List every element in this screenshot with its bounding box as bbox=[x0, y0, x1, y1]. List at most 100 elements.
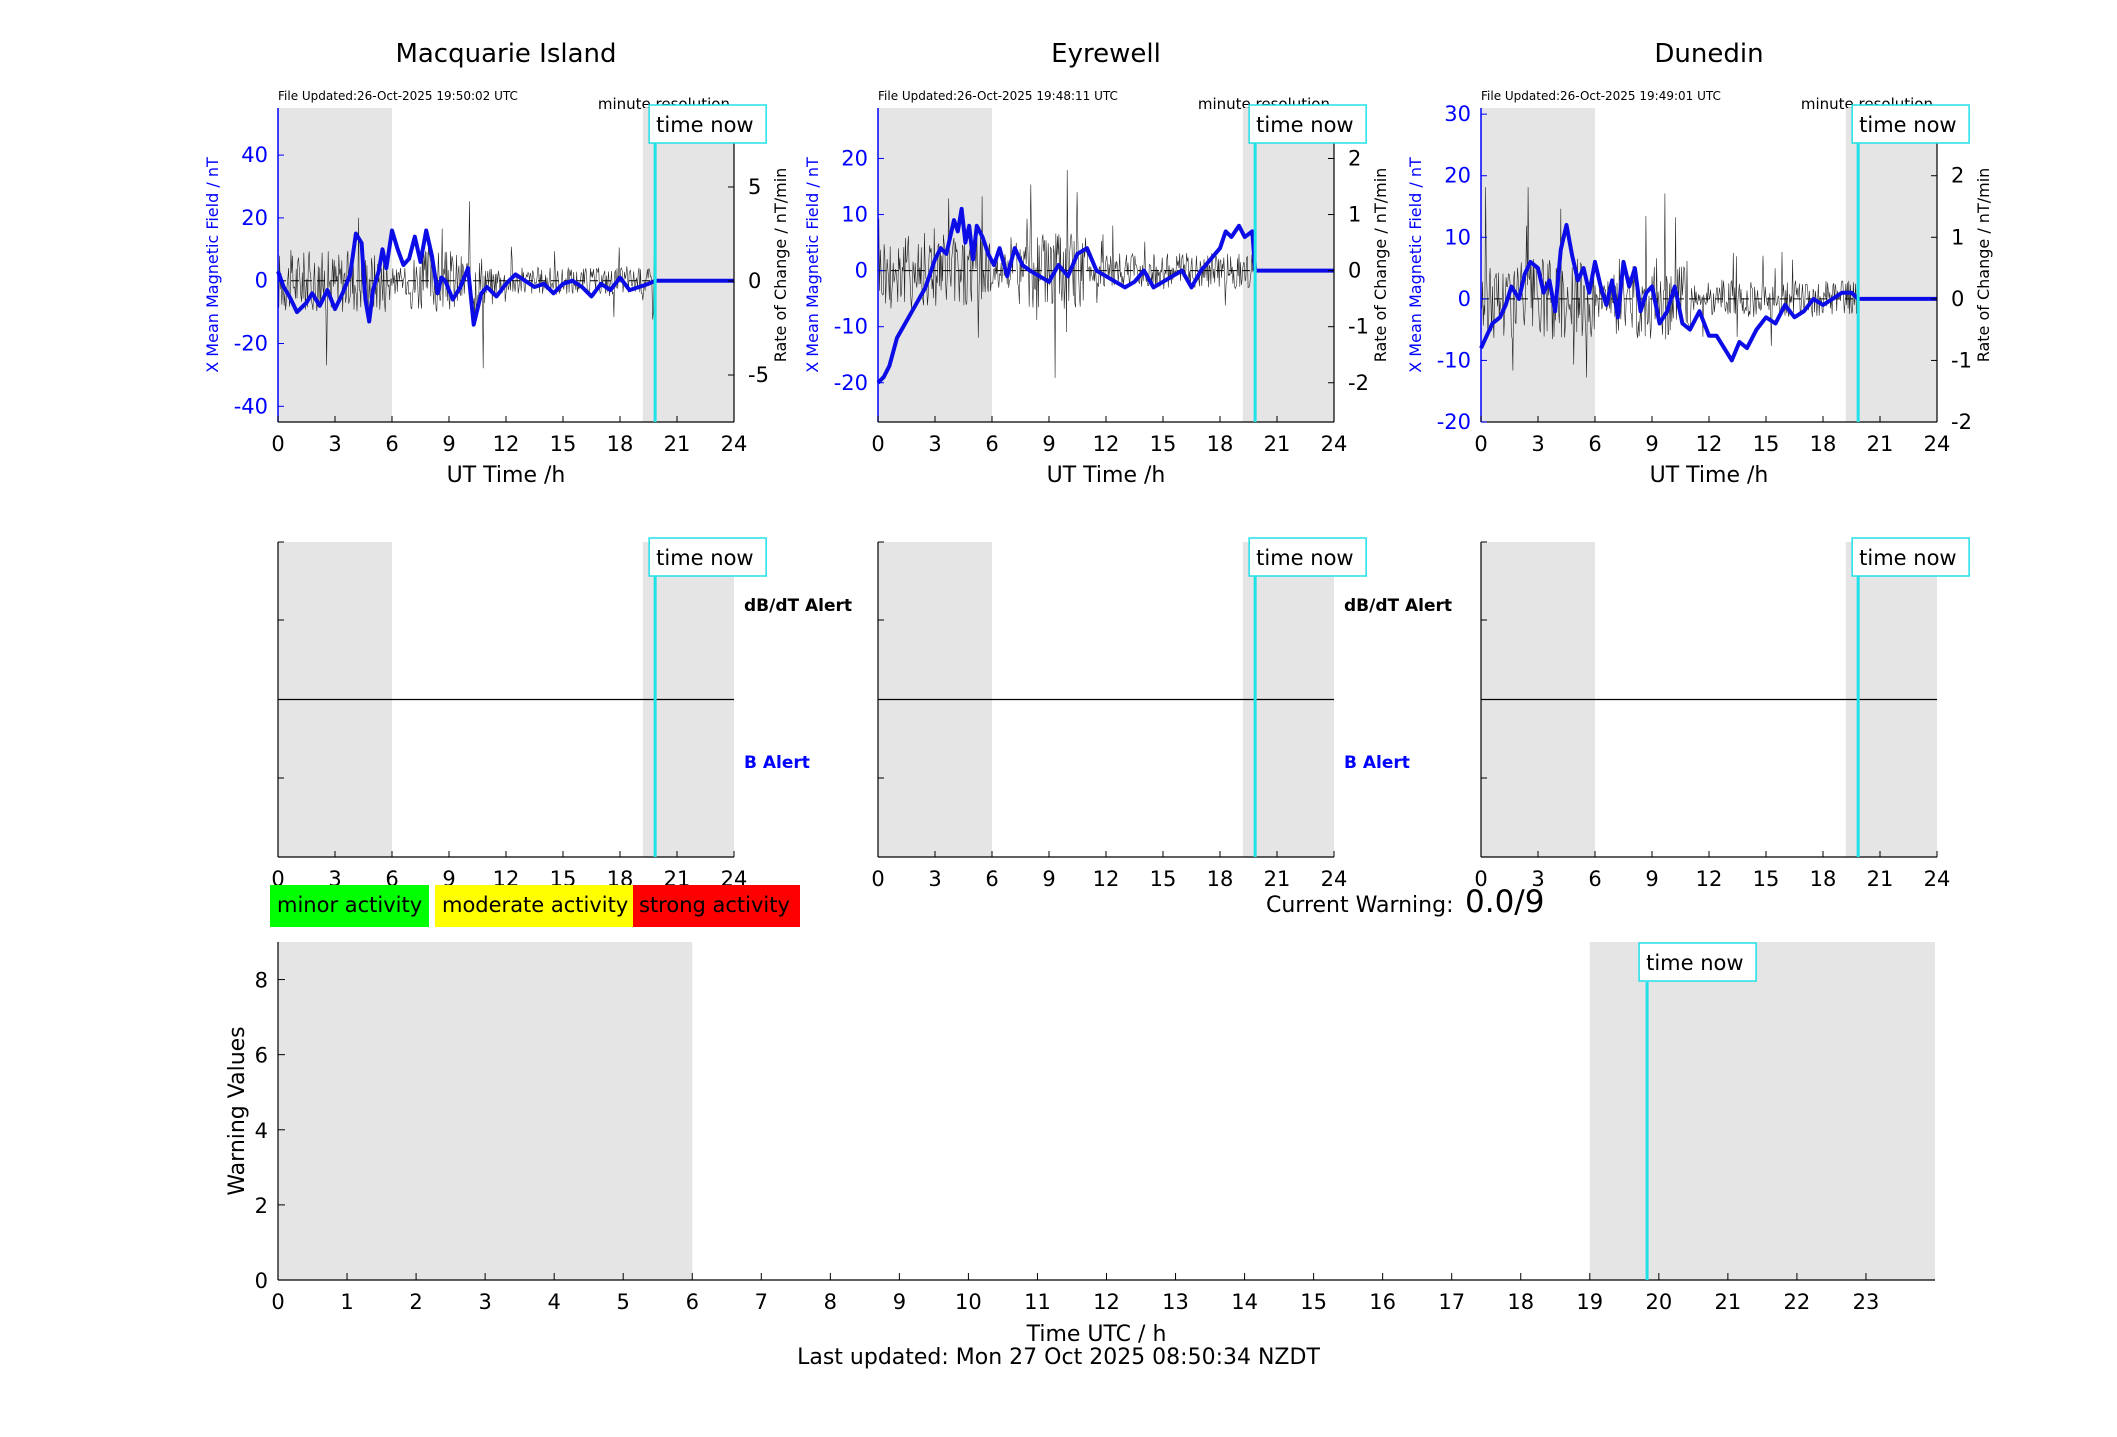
panel-2-y2tick-label-4: 2 bbox=[1348, 146, 1361, 170]
panel-1-file-updated: File Updated:26-Oct-2025 19:50:02 UTC bbox=[278, 89, 518, 103]
panel-1-shade-0 bbox=[278, 108, 392, 422]
warning-xtick-label-17: 17 bbox=[1438, 1290, 1465, 1314]
panel-1-ytick-label-1: -20 bbox=[234, 332, 268, 356]
warning-xtick-label-12: 12 bbox=[1093, 1290, 1120, 1314]
panel-2-xtick-label-2: 6 bbox=[985, 432, 998, 456]
alert-panel-3-xtick-label-1: 3 bbox=[1531, 867, 1544, 891]
warning-xtick-label-3: 3 bbox=[478, 1290, 491, 1314]
alert-panel-2-xtick-label-0: 0 bbox=[871, 867, 884, 891]
panel-2-x-label: UT Time /h bbox=[1047, 463, 1166, 488]
panel-3-xtick-label-5: 15 bbox=[1753, 432, 1780, 456]
alert-panel-2-xtick-label-5: 15 bbox=[1150, 867, 1177, 891]
alert-panel-3-time-now-box bbox=[1851, 537, 1970, 577]
alert-panel-3-xtick-label-2: 6 bbox=[1588, 867, 1601, 891]
panel-1-xtick-label-2: 6 bbox=[385, 432, 398, 456]
panel-2-xtick-label-6: 18 bbox=[1207, 432, 1234, 456]
panel-1-title: Macquarie Island bbox=[395, 39, 616, 69]
panel-3-y2-label: Rate of Change / nT/min bbox=[1974, 168, 1993, 363]
alert-panel-2-xtick-label-7: 21 bbox=[1264, 867, 1291, 891]
panel-2-ytick-label-4: 20 bbox=[841, 146, 868, 170]
panel-1-time-now-label: time now bbox=[656, 113, 753, 137]
alert-panel-2-time-now-box bbox=[1248, 537, 1367, 577]
panel-1-ytick-label-3: 20 bbox=[241, 206, 268, 230]
warning-time-now-box bbox=[1638, 942, 1757, 982]
legend-moderate-label: moderate activity bbox=[442, 893, 629, 917]
warning-y-label: Warning Values bbox=[225, 1026, 250, 1195]
warning-xtick-label-4: 4 bbox=[547, 1290, 560, 1314]
warning-ytick-label-4: 8 bbox=[255, 969, 268, 993]
panel-3-y2tick-label-1: -1 bbox=[1951, 348, 1972, 372]
alert-panel-2-xtick-label-1: 3 bbox=[928, 867, 941, 891]
panel-3-y2tick-label-2: 0 bbox=[1951, 287, 1964, 311]
panel-3-y2tick-label-4: 2 bbox=[1951, 164, 1964, 188]
warning-shade-1 bbox=[1589, 942, 1935, 1280]
warning-x-label: Time UTC / h bbox=[1026, 1322, 1167, 1347]
alert-panel-3-xtick-label-8: 24 bbox=[1924, 867, 1951, 891]
panel-3-xtick-label-0: 0 bbox=[1474, 432, 1487, 456]
panel-2-time-now-box bbox=[1248, 104, 1367, 144]
alert-panel-2-xtick-label-6: 18 bbox=[1207, 867, 1234, 891]
panel-3-title: Dunedin bbox=[1654, 39, 1763, 69]
panel-3-xtick-label-2: 6 bbox=[1588, 432, 1601, 456]
panel-1-y2tick-label-2: 5 bbox=[748, 175, 761, 199]
warning-xtick-label-20: 20 bbox=[1645, 1290, 1672, 1314]
panel-3-xtick-label-4: 12 bbox=[1696, 432, 1723, 456]
panel-3-shade-1 bbox=[1845, 108, 1937, 422]
panel-3-x-label: UT Time /h bbox=[1650, 463, 1769, 488]
warning-xtick-label-18: 18 bbox=[1507, 1290, 1534, 1314]
panel-1-y-label: X Mean Magnetic Field / nT bbox=[203, 157, 222, 373]
panel-2-y-label: X Mean Magnetic Field / nT bbox=[803, 157, 822, 373]
panel-3-ytick-label-2: 0 bbox=[1458, 287, 1471, 311]
warning-ytick-label-2: 4 bbox=[255, 1119, 268, 1143]
panel-2-xtick-label-4: 12 bbox=[1093, 432, 1120, 456]
alert-panel-2-b-alert-label: B Alert bbox=[1344, 753, 1410, 773]
warning-xtick-label-7: 7 bbox=[755, 1290, 768, 1314]
legend-strong-activity bbox=[633, 885, 800, 927]
panel-2-xtick-label-8: 24 bbox=[1321, 432, 1348, 456]
panel-1-xtick-label-5: 15 bbox=[550, 432, 577, 456]
panel-2-dbdt-trace bbox=[877, 169, 1256, 378]
legend-strong-label: strong activity bbox=[639, 893, 790, 917]
panel-1-x-label: UT Time /h bbox=[447, 463, 566, 488]
panel-3-time-now-label: time now bbox=[1859, 113, 1956, 137]
warning-xtick-label-0: 0 bbox=[271, 1290, 284, 1314]
panel-3-time-now-box bbox=[1851, 104, 1970, 144]
panel-3-xtick-label-8: 24 bbox=[1924, 432, 1951, 456]
warning-ytick-label-0: 0 bbox=[255, 1269, 268, 1293]
alert-panel-3-xtick-label-3: 9 bbox=[1645, 867, 1658, 891]
warning-xtick-label-10: 10 bbox=[955, 1290, 982, 1314]
alert-panel-2-xtick-label-8: 24 bbox=[1321, 867, 1348, 891]
alert-panel-2-dbdt-alert-label: dB/dT Alert bbox=[1344, 596, 1452, 616]
panel-1-xtick-label-7: 21 bbox=[664, 432, 691, 456]
alert-panel-2-time-now-label: time now bbox=[1256, 546, 1353, 570]
legend-moderate-activity bbox=[435, 885, 633, 927]
panel-2-shade-1 bbox=[1242, 108, 1334, 422]
panel-1-xtick-label-1: 3 bbox=[328, 432, 341, 456]
warning-xtick-label-8: 8 bbox=[824, 1290, 837, 1314]
warning-xtick-label-9: 9 bbox=[893, 1290, 906, 1314]
alert-panel-3-xtick-label-7: 21 bbox=[1867, 867, 1894, 891]
panel-3-xtick-label-3: 9 bbox=[1645, 432, 1658, 456]
panel-3-y2tick-label-3: 1 bbox=[1951, 225, 1964, 249]
panel-2-y2tick-label-3: 1 bbox=[1348, 203, 1361, 227]
panel-1-time-now-box bbox=[648, 104, 767, 144]
alert-panel-2-xtick-label-2: 6 bbox=[985, 867, 998, 891]
panel-2-ytick-label-1: -10 bbox=[834, 315, 868, 339]
panel-3-dbdt-trace bbox=[1480, 187, 1859, 378]
alert-panel-3-xtick-label-5: 15 bbox=[1753, 867, 1780, 891]
alert-panel-3-time-now-label: time now bbox=[1859, 546, 1956, 570]
legend-minor-label: minor activity bbox=[277, 893, 423, 917]
last-updated-text: Last updated: Mon 27 Oct 2025 08:50:34 N… bbox=[797, 1345, 1320, 1370]
panel-2-ytick-label-2: 0 bbox=[855, 259, 868, 283]
warning-xtick-label-21: 21 bbox=[1715, 1290, 1742, 1314]
panel-1-dbdt-trace bbox=[277, 201, 656, 369]
panel-3-ytick-label-3: 10 bbox=[1444, 225, 1471, 249]
panel-3-xtick-label-7: 21 bbox=[1867, 432, 1894, 456]
warning-xtick-label-23: 23 bbox=[1853, 1290, 1880, 1314]
panel-2-xtick-label-7: 21 bbox=[1264, 432, 1291, 456]
warning-shade-0 bbox=[278, 942, 693, 1280]
panel-1-xtick-label-8: 24 bbox=[721, 432, 748, 456]
warning-xtick-label-5: 5 bbox=[617, 1290, 630, 1314]
panel-2-xtick-label-5: 15 bbox=[1150, 432, 1177, 456]
alert-panel-1-b-alert-label: B Alert bbox=[744, 753, 810, 773]
